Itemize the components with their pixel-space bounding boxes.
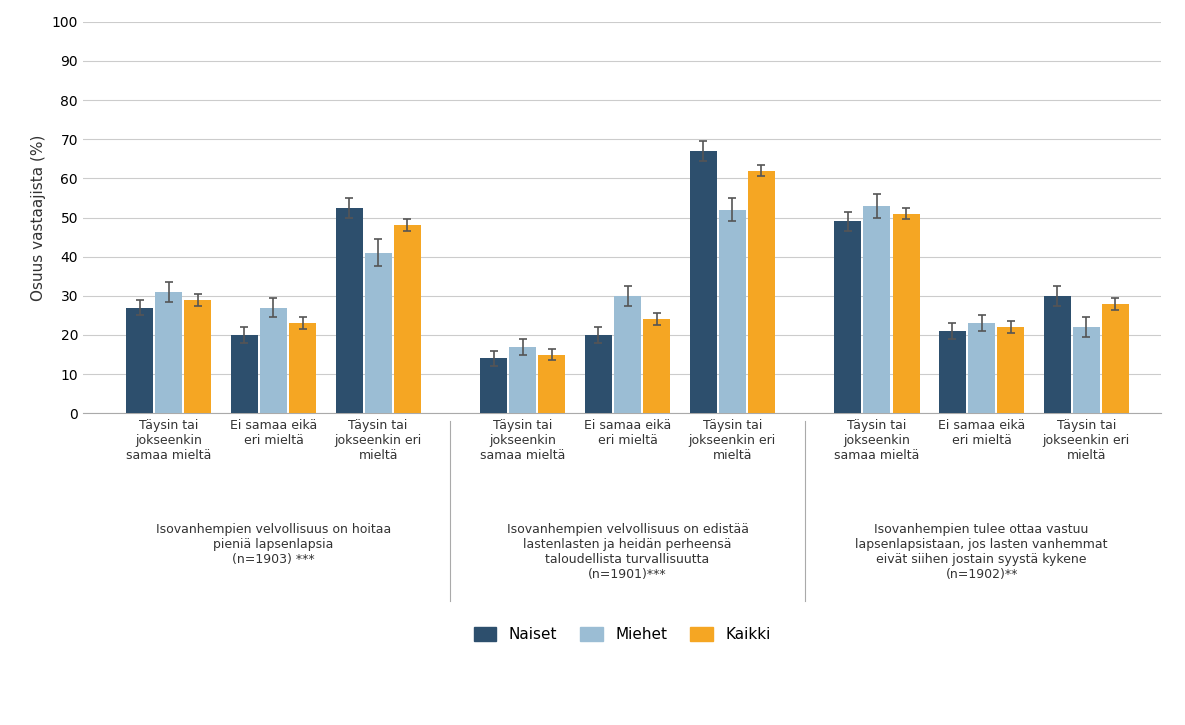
- Bar: [614, 296, 641, 413]
- Bar: [365, 253, 392, 413]
- Bar: [892, 214, 920, 413]
- Bar: [1102, 304, 1129, 413]
- Text: Isovanhempien tulee ottaa vastuu
lapsenlapsistaan, jos lasten vanhemmat
eivät si: Isovanhempien tulee ottaa vastuu lapsenl…: [856, 523, 1108, 581]
- Bar: [1044, 296, 1070, 413]
- Legend: Naiset, Miehet, Kaikki: Naiset, Miehet, Kaikki: [467, 621, 777, 648]
- Bar: [289, 323, 316, 413]
- Bar: [719, 210, 745, 413]
- Bar: [939, 331, 966, 413]
- Bar: [510, 347, 537, 413]
- Text: Isovanhempien velvollisuus on hoitaa
pieniä lapsenlapsia
(n=1903) ***: Isovanhempien velvollisuus on hoitaa pie…: [156, 523, 391, 566]
- Bar: [335, 208, 363, 413]
- Bar: [480, 358, 507, 413]
- Bar: [185, 299, 211, 413]
- Bar: [126, 307, 153, 413]
- Y-axis label: Osuus vastaajista (%): Osuus vastaajista (%): [31, 134, 46, 301]
- Bar: [968, 323, 995, 413]
- Bar: [690, 151, 717, 413]
- Bar: [155, 292, 182, 413]
- Bar: [231, 335, 258, 413]
- Bar: [1072, 327, 1100, 413]
- Text: Isovanhempien velvollisuus on edistää
lastenlasten ja heidän perheensä
taloudell: Isovanhempien velvollisuus on edistää la…: [506, 523, 749, 581]
- Bar: [643, 319, 671, 413]
- Bar: [393, 225, 421, 413]
- Bar: [834, 221, 861, 413]
- Bar: [538, 355, 565, 413]
- Bar: [864, 206, 890, 413]
- Bar: [260, 307, 287, 413]
- Bar: [748, 170, 775, 413]
- Bar: [585, 335, 611, 413]
- Bar: [998, 327, 1024, 413]
